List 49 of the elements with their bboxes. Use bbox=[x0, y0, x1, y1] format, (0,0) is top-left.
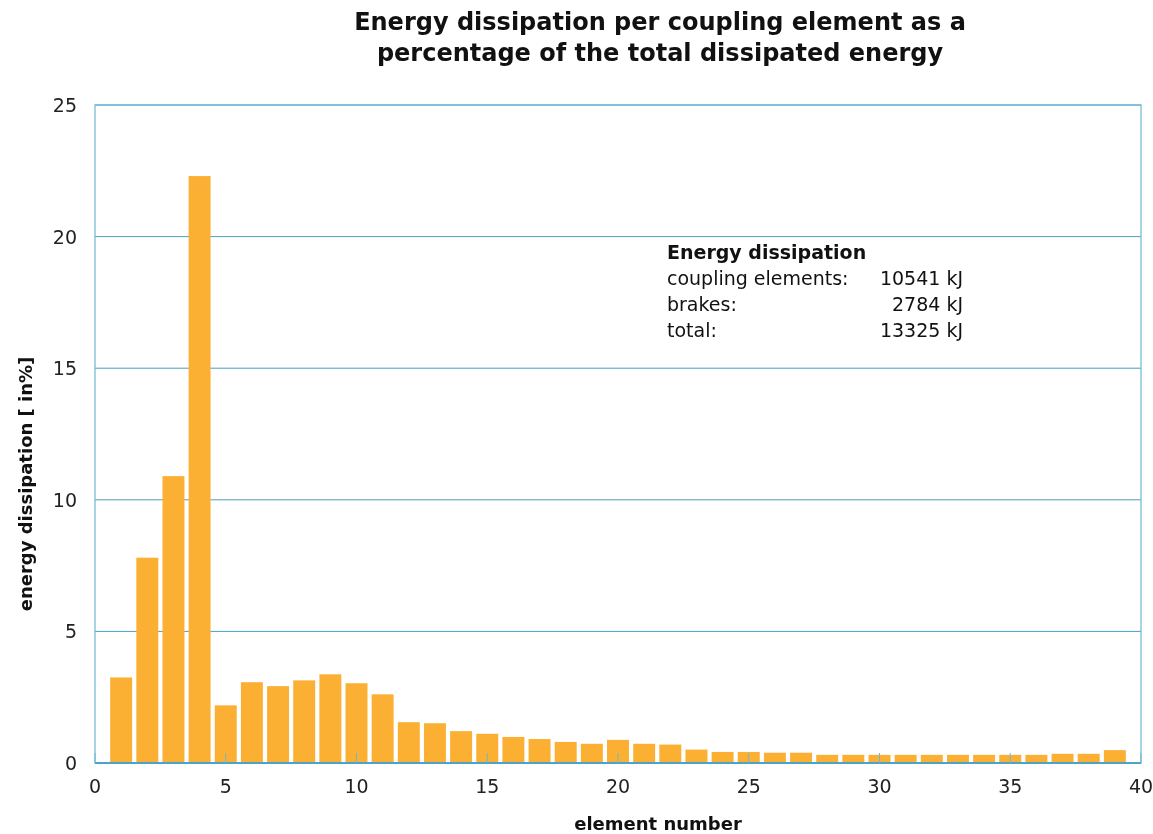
annotation: brakes: bbox=[667, 293, 737, 315]
y-tick-label: 15 bbox=[52, 357, 77, 380]
bar bbox=[214, 705, 237, 763]
bar bbox=[136, 557, 159, 763]
annotation: coupling elements: bbox=[667, 267, 849, 289]
bar bbox=[711, 751, 734, 763]
y-tick-label: 0 bbox=[64, 752, 77, 774]
x-tick-label: 10 bbox=[344, 775, 369, 797]
y-tick-label: 10 bbox=[52, 488, 77, 511]
y-tick-label: 20 bbox=[52, 225, 77, 248]
x-tick-label: 35 bbox=[998, 775, 1023, 797]
y-tick-label: 25 bbox=[52, 94, 77, 116]
annotation: Energy dissipation bbox=[667, 241, 867, 263]
annotation: total: bbox=[667, 319, 717, 341]
bar bbox=[162, 476, 185, 763]
x-tick-label: 15 bbox=[475, 775, 500, 797]
bar bbox=[1103, 750, 1126, 763]
bar bbox=[580, 743, 603, 763]
bar bbox=[293, 680, 316, 763]
y-tick-label: 5 bbox=[64, 620, 77, 643]
bar bbox=[476, 733, 499, 763]
x-tick-label: 5 bbox=[219, 775, 232, 797]
x-tick-label: 40 bbox=[1128, 775, 1153, 797]
bar bbox=[423, 723, 446, 763]
bar bbox=[659, 744, 682, 763]
y-axis-title: energy dissipation [ in%] bbox=[15, 356, 36, 612]
bar bbox=[528, 739, 551, 763]
bar bbox=[397, 722, 420, 763]
x-axis-title: element number bbox=[574, 813, 742, 834]
x-tick-label: 25 bbox=[736, 775, 761, 797]
annotation: 13325 kJ bbox=[879, 319, 963, 341]
bar bbox=[502, 736, 525, 763]
bar bbox=[554, 741, 577, 763]
x-tick-label: 0 bbox=[88, 775, 102, 797]
bar bbox=[240, 682, 263, 763]
bar bbox=[345, 683, 368, 763]
bar bbox=[319, 674, 342, 763]
bar bbox=[607, 739, 629, 763]
chart-title: Energy dissipation per coupling element as a percentage of the total dissipated energy bbox=[354, 8, 966, 67]
bar bbox=[188, 176, 211, 763]
bar bbox=[110, 677, 133, 763]
bar bbox=[450, 731, 473, 763]
annotation: 10541 kJ bbox=[879, 267, 963, 289]
annotation: 2784 kJ bbox=[892, 293, 963, 315]
x-tick-label: 20 bbox=[605, 775, 631, 797]
x-tick-label: 30 bbox=[867, 775, 892, 797]
bar bbox=[267, 686, 290, 763]
bar bbox=[633, 743, 656, 763]
bar bbox=[371, 694, 394, 763]
